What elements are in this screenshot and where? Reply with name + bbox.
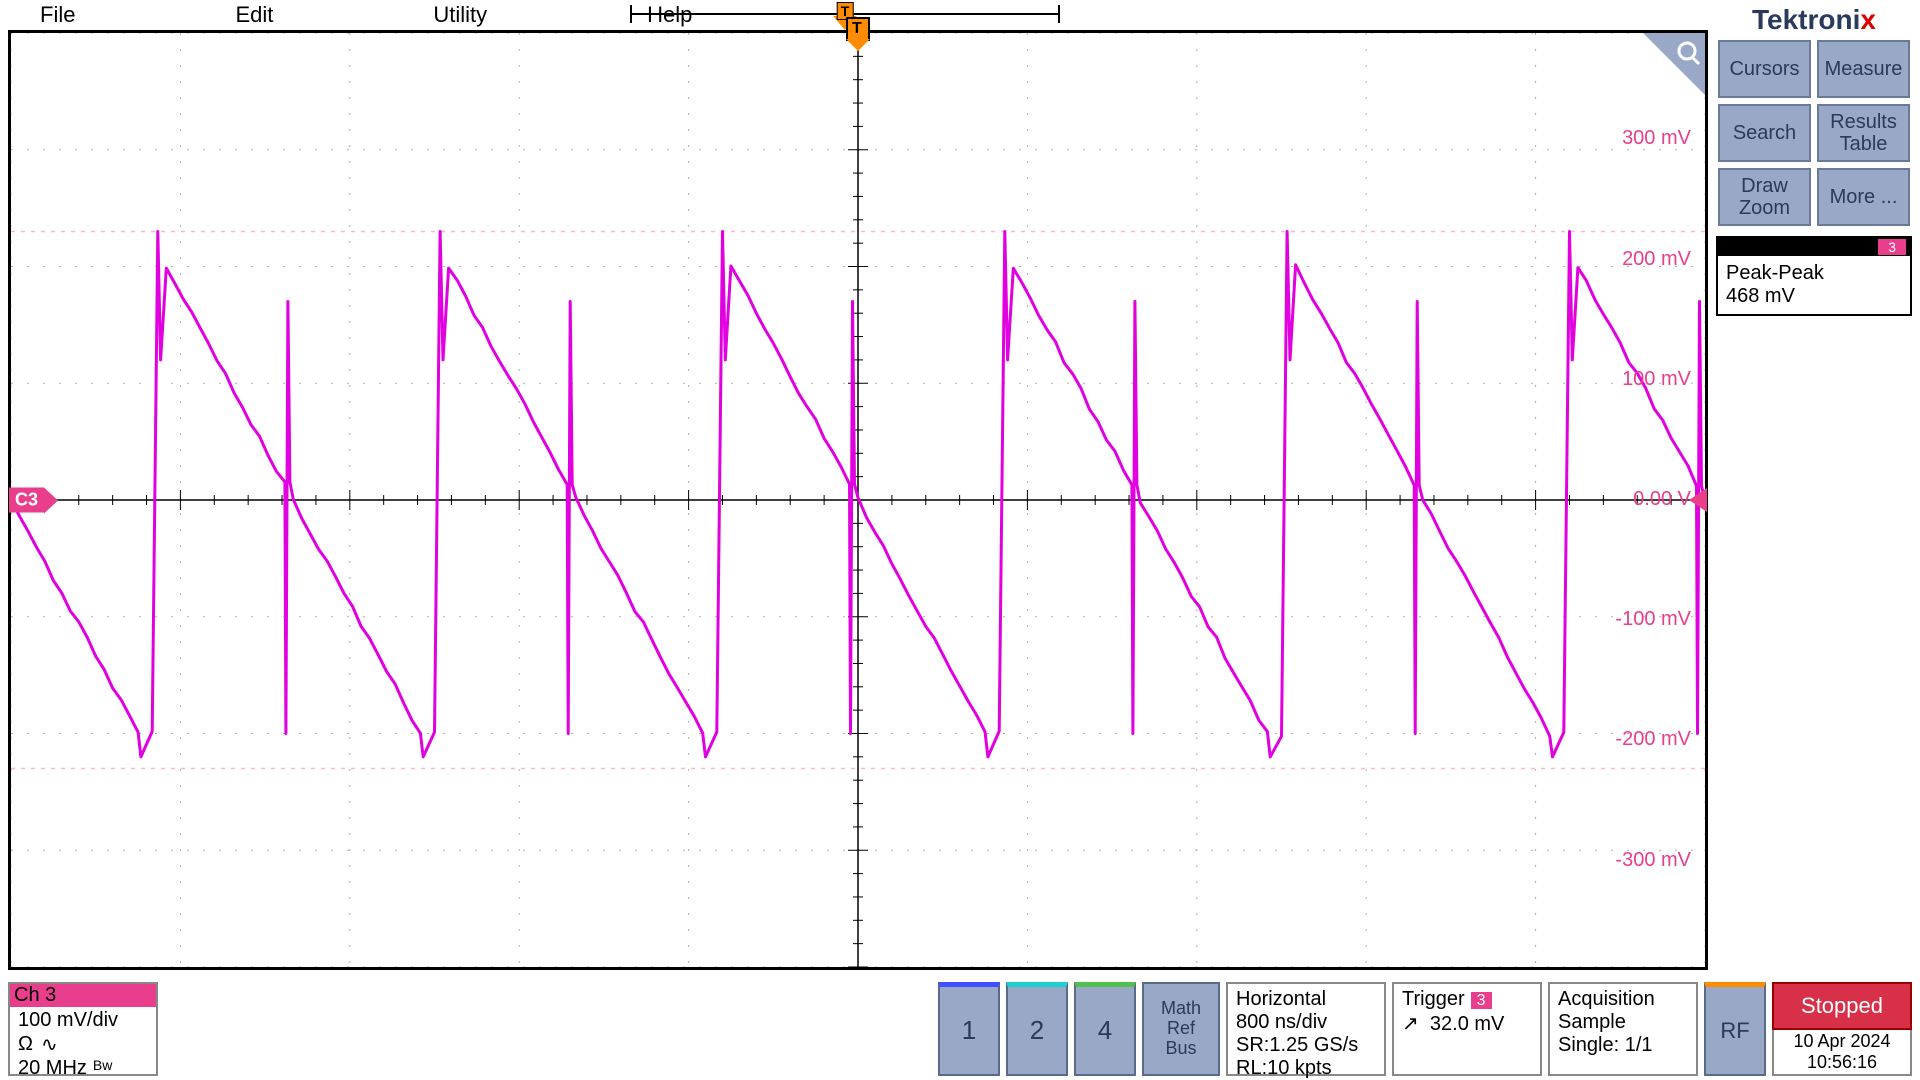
measurement-channel-badge: 3 xyxy=(1878,239,1906,255)
channel-4-button[interactable]: 4 xyxy=(1074,982,1136,1076)
menu-file[interactable]: File xyxy=(40,2,75,28)
brand-logo: Tektronix xyxy=(1716,0,1912,40)
search-button[interactable]: Search xyxy=(1718,104,1811,162)
datetime-readout: 10 Apr 202410:56:16 xyxy=(1772,1030,1912,1076)
measure-button[interactable]: Measure xyxy=(1817,40,1910,98)
trigger-level-marker[interactable] xyxy=(1689,488,1707,512)
more-button[interactable]: More ... xyxy=(1817,168,1910,226)
run-stop-panel: Stopped 10 Apr 202410:56:16 xyxy=(1772,982,1912,1076)
impedance-icon: Ω xyxy=(18,1033,33,1056)
rf-button[interactable]: RF xyxy=(1704,982,1766,1076)
channel-3-vdiv: 100 mV/div xyxy=(18,1009,148,1032)
horizontal-panel[interactable]: Horizontal 800 ns/div SR:1.25 GS/s RL:10… xyxy=(1226,982,1386,1076)
trigger-top-marker[interactable]: T xyxy=(846,33,870,51)
channel-1-button[interactable]: 1 xyxy=(938,982,1000,1076)
cursors-button[interactable]: Cursors xyxy=(1718,40,1811,98)
zoom-icon[interactable] xyxy=(1643,33,1705,95)
draw-zoom-button[interactable]: Draw Zoom xyxy=(1718,168,1811,226)
channel-3-ground-marker[interactable]: C3 xyxy=(9,488,44,513)
acquisition-panel[interactable]: Acquisition Sample Single: 1/1 xyxy=(1548,982,1698,1076)
bottom-bar: Ch 3 100 mV/div Ω ∿ 20 MHz Bᴡ 1 2 4 Math… xyxy=(8,982,1912,1076)
acquisition-window-bracket: T xyxy=(630,2,1060,26)
menu-edit[interactable]: Edit xyxy=(235,2,273,28)
menu-utility[interactable]: Utility xyxy=(433,2,487,28)
channel-3-panel[interactable]: Ch 3 100 mV/div Ω ∿ 20 MHz Bᴡ xyxy=(8,982,158,1076)
coupling-ac-icon: ∿ xyxy=(41,1032,58,1057)
trigger-channel-badge: 3 xyxy=(1471,992,1492,1009)
trigger-panel[interactable]: Trigger3 ↗ 32.0 mV xyxy=(1392,982,1542,1076)
channel-3-bw: 20 MHz xyxy=(18,1057,87,1080)
bw-limit-icon: Bᴡ xyxy=(93,1057,112,1080)
trigger-slope-icon: ↗ xyxy=(1402,1013,1419,1035)
graticule-svg xyxy=(11,33,1705,967)
right-sidebar: Tektronix Cursors Measure Search Results… xyxy=(1716,0,1912,316)
run-stop-button[interactable]: Stopped xyxy=(1772,982,1912,1030)
measurement-name: Peak-Peak xyxy=(1726,262,1902,285)
channel-3-label: Ch 3 xyxy=(10,984,156,1007)
waveform-display[interactable]: T C3 300 mV200 mV100 mV0.00 V-100 mV-200… xyxy=(8,30,1708,970)
math-ref-bus-button[interactable]: MathRefBus xyxy=(1142,982,1220,1076)
measurement-value: 468 mV xyxy=(1726,285,1902,308)
results-table-button[interactable]: Results Table xyxy=(1817,104,1910,162)
measurement-readout[interactable]: 3 Peak-Peak 468 mV xyxy=(1716,236,1912,316)
channel-2-button[interactable]: 2 xyxy=(1006,982,1068,1076)
